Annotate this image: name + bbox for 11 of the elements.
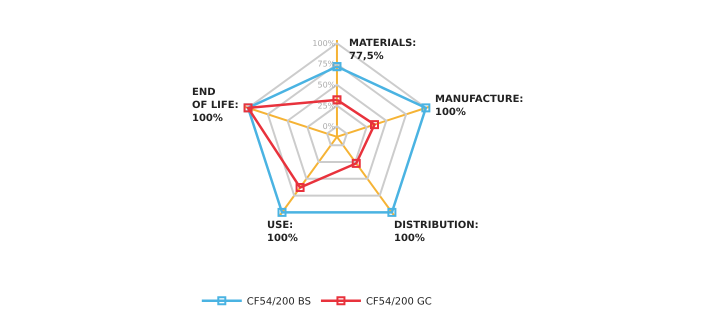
spoke-label: MATERIALS: 77,5% <box>349 38 416 62</box>
y-tick-label: 100% <box>312 38 336 48</box>
y-tick-label: 25% <box>317 101 336 110</box>
legend-label: CF54/200 BS <box>246 296 311 308</box>
spoke-label: MANUFACTURE: 100% <box>435 94 524 118</box>
y-tick-label: 50% <box>317 80 336 90</box>
y-tick-label: 0% <box>322 122 336 132</box>
spoke-label: END OF LIFE: 100% <box>192 87 239 124</box>
legend-label: CF54/200 GC <box>366 296 432 308</box>
spoke-label: USE: 100% <box>267 220 298 244</box>
spoke-label: DISTRIBUTION: 100% <box>394 220 479 244</box>
